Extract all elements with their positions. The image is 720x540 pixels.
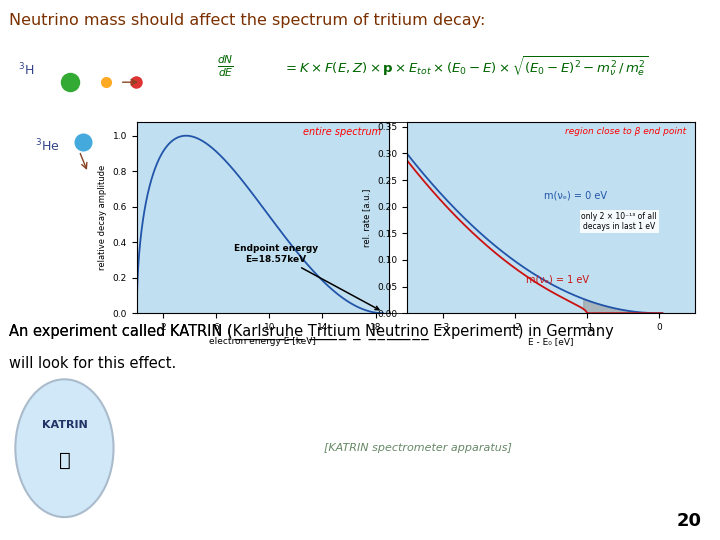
Text: KATRIN: KATRIN <box>42 420 87 430</box>
Text: 20: 20 <box>677 512 702 530</box>
Text: [KATRIN spectrometer apparatus]: [KATRIN spectrometer apparatus] <box>324 443 511 453</box>
Text: will look for this effect.: will look for this effect. <box>9 356 176 372</box>
Y-axis label: rel. rate [a.u.]: rel. rate [a.u.] <box>362 188 372 247</box>
Text: m(νₑ) = 1 eV: m(νₑ) = 1 eV <box>526 274 588 285</box>
Text: Neutrino mass should affect the spectrum of tritium decay:: Neutrino mass should affect the spectrum… <box>9 14 485 29</box>
Text: An experiment called KATRIN (: An experiment called KATRIN ( <box>9 324 233 339</box>
Text: $^3$H: $^3$H <box>18 62 35 78</box>
Text: $\frac{dN}{dE}$: $\frac{dN}{dE}$ <box>217 53 233 79</box>
Circle shape <box>15 379 114 517</box>
Text: An experiment called KATRIN (K̲a̲r̲l̲s̲r̲u̲h̲e̲ T̲r̲i̲t̲i̲u̲m̲ N̲e̲u̲t̲r̲i̲n̲o̲ : An experiment called KATRIN (K̲a̲r̲l̲s̲r… <box>9 324 613 340</box>
Y-axis label: relative decay amplitude: relative decay amplitude <box>98 165 107 270</box>
Text: $^3$He: $^3$He <box>35 137 60 154</box>
Text: m(νₑ) = 0 eV: m(νₑ) = 0 eV <box>544 191 606 201</box>
X-axis label: E - E₀ [eV]: E - E₀ [eV] <box>528 338 574 347</box>
Text: only 2 × 10⁻¹³ of all
decays in last 1 eV: only 2 × 10⁻¹³ of all decays in last 1 e… <box>581 212 657 232</box>
Text: $= K \times F(E,Z) \times \mathbf{p} \times E_{tot} \times (E_0 - E) \times \sqr: $= K \times F(E,Z) \times \mathbf{p} \ti… <box>283 55 648 78</box>
X-axis label: electron energy E [keV]: electron energy E [keV] <box>210 338 316 347</box>
Text: Endpoint energy
E=18.57keV: Endpoint energy E=18.57keV <box>234 244 379 309</box>
Text: entire spectrum: entire spectrum <box>303 127 382 137</box>
Text: region close to β end point: region close to β end point <box>565 127 686 136</box>
Text: 🦜: 🦜 <box>58 451 71 470</box>
